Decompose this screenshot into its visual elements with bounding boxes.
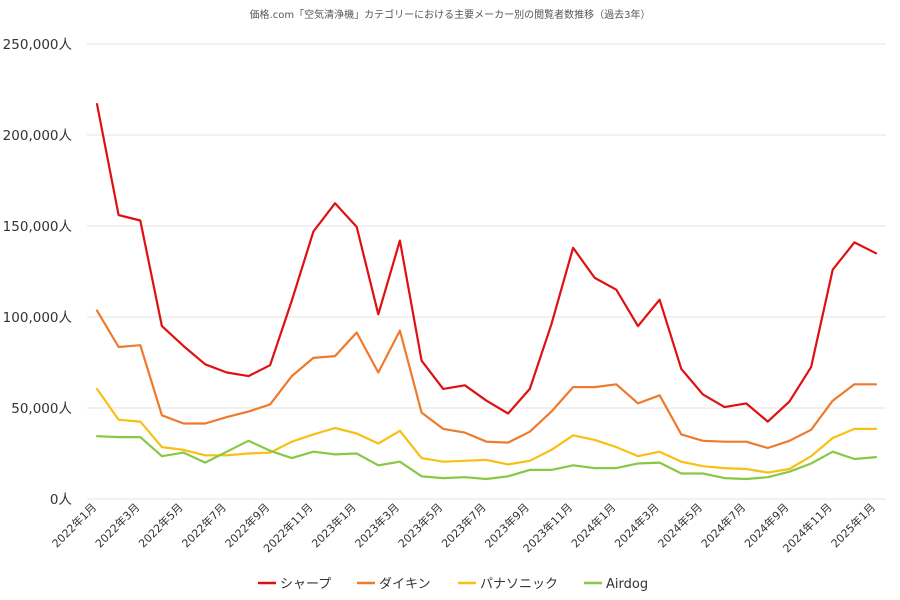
legend-label: Airdog (606, 577, 648, 592)
series-line (95, 387, 878, 474)
x-tick-label: 2024年7月 (698, 500, 748, 550)
x-tick-label: 2024年3月 (612, 500, 662, 550)
x-tick-label: 2022年3月 (92, 500, 142, 550)
series-lines (95, 102, 878, 481)
series-line (95, 435, 878, 481)
series-line (95, 309, 878, 450)
legend: シャープ ダイキン パナソニック Airdog (258, 577, 648, 592)
x-tick-label: 2023年3月 (352, 500, 402, 550)
x-tick-label: 2023年5月 (395, 500, 445, 550)
y-tick-label: 50,000人 (11, 401, 72, 417)
x-tick-label: 2025年1月 (828, 500, 878, 550)
y-tick-label: 150,000人 (3, 219, 73, 235)
chart-title: 価格.com「空気清浄機」カテゴリーにおける主要メーカー別の閲覧者数推移（過去3… (250, 8, 651, 21)
x-tick-label: 2022年5月 (135, 500, 185, 550)
y-axis-ticks: 0人 50,000人 100,000人 150,000人 200,000人 250,000… (3, 37, 73, 508)
y-tick-label: 100,000人 (3, 310, 73, 326)
y-tick-label: 200,000人 (3, 128, 73, 144)
x-tick-label: 2022年7月 (179, 500, 229, 550)
x-tick-label: 2023年1月 (309, 500, 359, 550)
x-axis-ticks: 2022年1月2022年3月2022年5月2022年7月2022年9月2022年… (49, 500, 878, 555)
x-tick-label: 2023年7月 (438, 500, 488, 550)
y-tick-label: 250,000人 (3, 37, 73, 53)
legend-label: シャープ (280, 577, 331, 592)
series-line (95, 102, 878, 423)
x-tick-label: 2024年5月 (655, 500, 705, 550)
y-tick-label: 0人 (50, 492, 73, 508)
gridlines (87, 43, 886, 500)
legend-label: ダイキン (379, 577, 431, 592)
legend-label: パナソニック (480, 577, 558, 592)
x-tick-label: 2024年1月 (568, 500, 618, 550)
